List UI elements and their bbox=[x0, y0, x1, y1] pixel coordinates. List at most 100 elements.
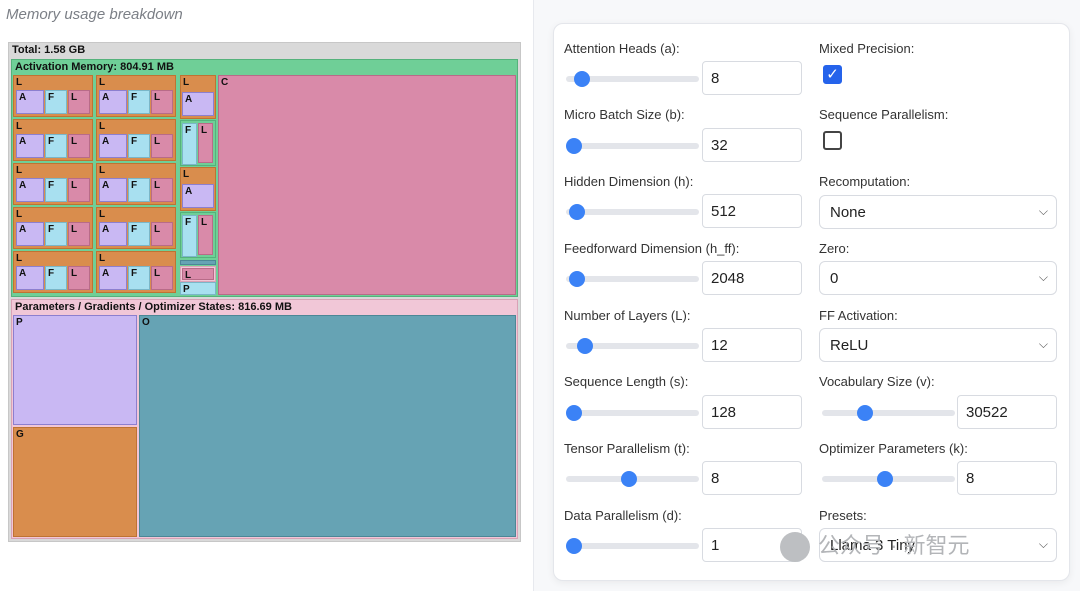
zero-select[interactable]: 0 ⌵ bbox=[819, 261, 1057, 295]
tensor-par-slider[interactable] bbox=[566, 471, 699, 487]
misc-block[interactable] bbox=[180, 260, 216, 265]
layer-block[interactable]: L A F L bbox=[13, 251, 93, 293]
attention-block[interactable]: A bbox=[16, 134, 44, 158]
feedforward-block[interactable]: F bbox=[128, 90, 150, 114]
ff-tag: F bbox=[131, 136, 138, 147]
attention-block[interactable]: A bbox=[182, 92, 214, 116]
attention-block[interactable]: A bbox=[99, 134, 127, 158]
ff-activation-select[interactable]: ReLU ⌵ bbox=[819, 328, 1057, 362]
layer-block[interactable]: L A F L bbox=[96, 163, 176, 205]
norm-block[interactable]: L bbox=[182, 268, 214, 281]
vocab-size-slider[interactable] bbox=[822, 405, 955, 421]
seq-parallel-checkbox[interactable] bbox=[823, 131, 842, 150]
vocab-size-input[interactable] bbox=[957, 395, 1057, 429]
norm-block[interactable]: L bbox=[151, 178, 173, 202]
seq-len-slider[interactable] bbox=[566, 405, 699, 421]
slider-thumb[interactable] bbox=[577, 338, 593, 354]
feedforward-block[interactable]: F bbox=[128, 222, 150, 246]
ff-dim-input[interactable] bbox=[702, 261, 802, 295]
attention-block[interactable]: A bbox=[16, 222, 44, 246]
norm-block[interactable]: L bbox=[151, 90, 173, 114]
attention-block[interactable]: A bbox=[16, 178, 44, 202]
micro-batch-slider[interactable] bbox=[566, 138, 699, 154]
norm-block[interactable]: L bbox=[68, 134, 90, 158]
layer-block[interactable]: F L bbox=[180, 120, 216, 166]
slider-thumb[interactable] bbox=[877, 471, 893, 487]
feedforward-block[interactable]: F bbox=[45, 90, 67, 114]
optimizer-params-slider[interactable] bbox=[822, 471, 955, 487]
norm-block[interactable]: L bbox=[68, 90, 90, 114]
optimizer-params-input[interactable] bbox=[957, 461, 1057, 495]
norm-block[interactable]: L bbox=[151, 134, 173, 158]
layer-block[interactable]: L A F L bbox=[96, 207, 176, 249]
layer-block[interactable]: L A bbox=[180, 75, 216, 119]
attention-block[interactable]: A bbox=[99, 90, 127, 114]
mixed-precision-checkbox[interactable]: ✓ bbox=[823, 65, 842, 84]
data-par-slider[interactable] bbox=[566, 538, 699, 554]
norm-block[interactable]: L bbox=[68, 222, 90, 246]
layer-block[interactable]: L A F L bbox=[96, 119, 176, 161]
slider-thumb[interactable] bbox=[566, 405, 582, 421]
misc-block[interactable]: P bbox=[180, 282, 216, 295]
feedforward-block[interactable]: F bbox=[45, 178, 67, 202]
norm-block[interactable]: L bbox=[198, 123, 213, 163]
norm-block[interactable]: L bbox=[198, 215, 213, 255]
ff-tag: F bbox=[185, 125, 192, 136]
feedforward-block[interactable]: F bbox=[45, 266, 67, 290]
slider-thumb[interactable] bbox=[621, 471, 637, 487]
recomputation-select[interactable]: None ⌵ bbox=[819, 195, 1057, 229]
layer-block[interactable]: L A F L bbox=[13, 119, 93, 161]
layer-block[interactable]: L A bbox=[180, 167, 216, 211]
ff-dim-slider[interactable] bbox=[566, 271, 699, 287]
misc-block[interactable]: L bbox=[180, 266, 216, 282]
embedding-block[interactable]: C bbox=[218, 75, 516, 295]
attention-heads-slider[interactable] bbox=[566, 71, 699, 87]
norm-block[interactable]: L bbox=[151, 266, 173, 290]
attention-tag: A bbox=[19, 268, 27, 279]
layer-tag: L bbox=[99, 209, 106, 220]
slider-thumb[interactable] bbox=[574, 71, 590, 87]
attention-heads-input[interactable] bbox=[702, 61, 802, 95]
layer-block[interactable]: L A F L bbox=[96, 75, 176, 117]
layer-block[interactable]: L A F L bbox=[13, 75, 93, 117]
ff-activation-label: FF Activation: bbox=[819, 308, 898, 323]
hidden-dim-input[interactable] bbox=[702, 194, 802, 228]
layer-block[interactable]: L A F L bbox=[96, 251, 176, 293]
feedforward-block[interactable]: F bbox=[182, 123, 197, 165]
presets-select[interactable]: Llama 3 Tiny ⌵ bbox=[819, 528, 1057, 562]
attention-block[interactable]: A bbox=[16, 90, 44, 114]
layer-block[interactable]: L A F L bbox=[13, 163, 93, 205]
gradients-block[interactable]: G bbox=[13, 427, 137, 537]
parameters-block[interactable]: P bbox=[13, 315, 137, 425]
feedforward-block[interactable]: F bbox=[182, 215, 197, 257]
slider-thumb[interactable] bbox=[569, 271, 585, 287]
attention-block[interactable]: A bbox=[99, 266, 127, 290]
feedforward-block[interactable]: F bbox=[128, 178, 150, 202]
micro-batch-input[interactable] bbox=[702, 128, 802, 162]
norm-block[interactable]: L bbox=[68, 178, 90, 202]
slider-thumb[interactable] bbox=[566, 538, 582, 554]
seq-len-input[interactable] bbox=[702, 395, 802, 429]
norm-block[interactable]: L bbox=[68, 266, 90, 290]
feedforward-block[interactable]: F bbox=[45, 222, 67, 246]
attention-block[interactable]: A bbox=[182, 184, 214, 208]
hidden-dim-slider[interactable] bbox=[566, 204, 699, 220]
attention-block[interactable]: A bbox=[99, 178, 127, 202]
layer-block[interactable]: F L bbox=[180, 212, 216, 258]
feedforward-block[interactable]: F bbox=[128, 266, 150, 290]
norm-block[interactable]: L bbox=[151, 222, 173, 246]
slider-thumb[interactable] bbox=[569, 204, 585, 220]
attention-block[interactable]: A bbox=[16, 266, 44, 290]
num-layers-input[interactable] bbox=[702, 328, 802, 362]
layer-block[interactable]: L A F L bbox=[13, 207, 93, 249]
zero-label: Zero: bbox=[819, 241, 850, 256]
tensor-par-input[interactable] bbox=[702, 461, 802, 495]
attention-block[interactable]: A bbox=[99, 222, 127, 246]
num-layers-slider[interactable] bbox=[566, 338, 699, 354]
norm-tag: L bbox=[154, 92, 161, 103]
feedforward-block[interactable]: F bbox=[128, 134, 150, 158]
optimizer-block[interactable]: O bbox=[139, 315, 516, 537]
slider-thumb[interactable] bbox=[857, 405, 873, 421]
slider-thumb[interactable] bbox=[566, 138, 582, 154]
feedforward-block[interactable]: F bbox=[45, 134, 67, 158]
